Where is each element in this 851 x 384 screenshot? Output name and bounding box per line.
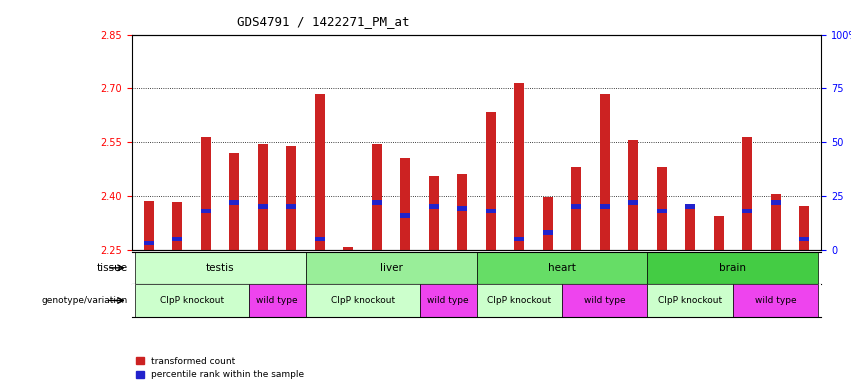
Bar xyxy=(600,204,609,209)
Text: liver: liver xyxy=(380,263,403,273)
Text: wild type: wild type xyxy=(427,296,469,305)
Text: GDS4791 / 1422271_PM_at: GDS4791 / 1422271_PM_at xyxy=(237,15,409,28)
Bar xyxy=(543,197,553,250)
Bar xyxy=(742,137,752,250)
Bar xyxy=(477,252,648,284)
Bar xyxy=(230,153,239,250)
Bar xyxy=(230,200,239,205)
Bar xyxy=(628,140,638,250)
Bar xyxy=(733,284,819,317)
Bar xyxy=(306,284,420,317)
Bar xyxy=(771,194,780,250)
Text: wild type: wild type xyxy=(256,296,298,305)
Bar xyxy=(562,284,648,317)
Bar xyxy=(429,176,439,250)
Bar xyxy=(287,204,296,209)
Bar xyxy=(543,230,553,235)
Bar xyxy=(144,241,154,245)
Bar xyxy=(628,200,638,205)
Bar xyxy=(648,252,819,284)
Text: wild type: wild type xyxy=(755,296,797,305)
Bar xyxy=(258,144,268,250)
Bar xyxy=(457,207,467,211)
Text: ClpP knockout: ClpP knockout xyxy=(658,296,722,305)
Bar xyxy=(258,204,268,209)
Text: testis: testis xyxy=(206,263,235,273)
Bar xyxy=(134,284,248,317)
Bar xyxy=(648,284,733,317)
Bar xyxy=(315,94,325,250)
Bar xyxy=(201,137,211,250)
Bar xyxy=(486,112,496,250)
Bar xyxy=(400,213,410,217)
Bar xyxy=(477,284,562,317)
Bar xyxy=(457,174,467,250)
Bar xyxy=(201,209,211,213)
Bar xyxy=(400,158,410,250)
Bar xyxy=(173,202,182,250)
Bar xyxy=(799,205,809,250)
Text: genotype/variation: genotype/variation xyxy=(42,296,128,305)
Bar xyxy=(306,252,477,284)
Legend: transformed count, percentile rank within the sample: transformed count, percentile rank withi… xyxy=(136,357,304,379)
Bar xyxy=(600,94,609,250)
Text: heart: heart xyxy=(548,263,576,273)
Bar xyxy=(514,83,524,250)
Bar xyxy=(571,167,581,250)
Bar xyxy=(714,215,723,250)
Bar xyxy=(486,209,496,213)
Bar xyxy=(420,284,477,317)
Text: ClpP knockout: ClpP knockout xyxy=(330,296,395,305)
Bar xyxy=(657,167,666,250)
Bar xyxy=(429,204,439,209)
Bar xyxy=(372,144,382,250)
Bar xyxy=(315,237,325,241)
Bar xyxy=(657,209,666,213)
Bar xyxy=(173,237,182,241)
Bar xyxy=(799,237,809,241)
Bar xyxy=(134,252,306,284)
Bar xyxy=(771,200,780,205)
Bar xyxy=(742,209,752,213)
Bar xyxy=(344,247,353,250)
Text: brain: brain xyxy=(719,263,746,273)
Bar xyxy=(571,204,581,209)
Bar xyxy=(685,205,695,250)
Bar xyxy=(514,237,524,241)
Bar xyxy=(372,200,382,205)
Text: tissue: tissue xyxy=(96,263,128,273)
Bar xyxy=(144,201,154,250)
Bar xyxy=(248,284,306,317)
Bar xyxy=(287,146,296,250)
Text: wild type: wild type xyxy=(584,296,625,305)
Text: ClpP knockout: ClpP knockout xyxy=(160,296,224,305)
Bar xyxy=(685,204,695,209)
Text: ClpP knockout: ClpP knockout xyxy=(488,296,551,305)
